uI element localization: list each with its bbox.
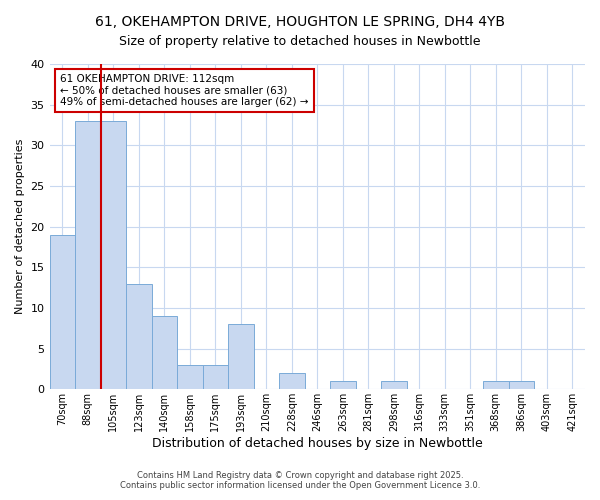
Bar bbox=[381, 381, 407, 390]
Bar bbox=[75, 121, 101, 390]
Y-axis label: Number of detached properties: Number of detached properties bbox=[15, 139, 25, 314]
X-axis label: Distribution of detached houses by size in Newbottle: Distribution of detached houses by size … bbox=[152, 437, 482, 450]
Text: 61, OKEHAMPTON DRIVE, HOUGHTON LE SPRING, DH4 4YB: 61, OKEHAMPTON DRIVE, HOUGHTON LE SPRING… bbox=[95, 15, 505, 29]
Text: Size of property relative to detached houses in Newbottle: Size of property relative to detached ho… bbox=[119, 35, 481, 48]
Bar bbox=[509, 381, 534, 390]
Bar bbox=[177, 365, 203, 390]
Bar bbox=[203, 365, 228, 390]
Bar bbox=[279, 373, 305, 390]
Text: 61 OKEHAMPTON DRIVE: 112sqm
← 50% of detached houses are smaller (63)
49% of sem: 61 OKEHAMPTON DRIVE: 112sqm ← 50% of det… bbox=[60, 74, 309, 107]
Bar bbox=[483, 381, 509, 390]
Bar bbox=[126, 284, 152, 390]
Bar bbox=[330, 381, 356, 390]
Bar bbox=[228, 324, 254, 390]
Bar bbox=[101, 121, 126, 390]
Bar bbox=[152, 316, 177, 390]
Text: Contains HM Land Registry data © Crown copyright and database right 2025.
Contai: Contains HM Land Registry data © Crown c… bbox=[120, 470, 480, 490]
Bar bbox=[50, 235, 75, 390]
